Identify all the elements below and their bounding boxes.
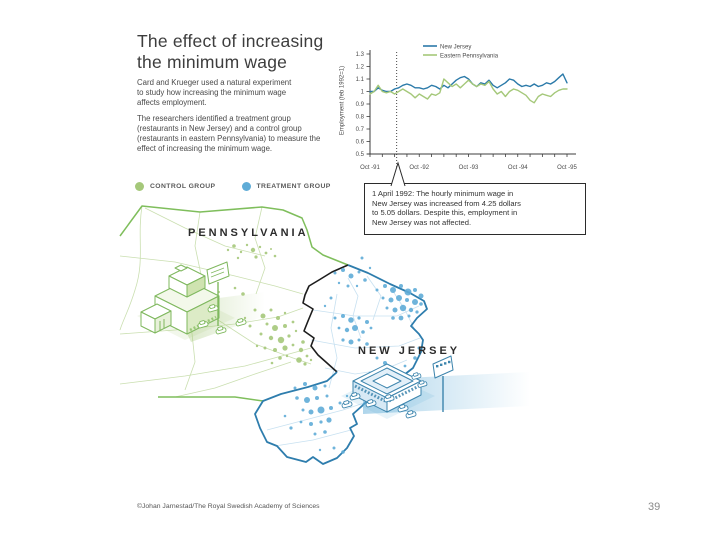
svg-text:0.8: 0.8	[356, 115, 365, 121]
method-paragraph: The researchers identified a treatment g…	[137, 114, 321, 153]
svg-text:0.5: 0.5	[356, 152, 365, 158]
svg-text:Eastern Pennsylvania: Eastern Pennsylvania	[440, 54, 499, 60]
svg-text:Oct -91: Oct -91	[360, 165, 380, 171]
image-credit: ©Johan Jarnestad/The Royal Swedish Acade…	[137, 503, 320, 510]
group-legend: CONTROL GROUP TREATMENT GROUP	[135, 182, 357, 191]
control-restaurant-building	[137, 264, 235, 340]
map-svg: PENNSYLVANIA NEW JERSEY	[119, 205, 530, 465]
treatment-group-dot-icon	[241, 182, 251, 191]
treatment-group-label: TREATMENT GROUP	[256, 183, 331, 190]
control-group-dot-icon	[135, 182, 144, 191]
pa-nj-map: PENNSYLVANIA NEW JERSEY	[115, 198, 565, 478]
new-jersey-coast-border	[254, 264, 428, 465]
svg-text:Oct -92: Oct -92	[409, 165, 429, 171]
svg-text:1.1: 1.1	[356, 77, 365, 83]
annotation-box: 1 April 1992: The hourly minimum wage in…	[364, 183, 586, 235]
page-title: The effect of increasing the minimum wag…	[137, 31, 323, 73]
svg-text:1: 1	[361, 90, 365, 96]
annotation-callout-pointer	[390, 161, 406, 187]
control-group-label: CONTROL GROUP	[150, 183, 216, 190]
employment-line-chart: 0.5 0.6 0.7 0.8 0.9 1 1.1 1.2 1.3 Oct -91 Oct -92 O…	[336, 40, 596, 172]
new-jersey-label: NEW JERSEY	[358, 345, 460, 357]
svg-text:New Jersey: New Jersey	[440, 45, 471, 51]
pennsylvania-label: PENNSYLVANIA	[188, 227, 309, 239]
page-number: 39	[648, 501, 661, 513]
treatment-restaurant-sign	[432, 355, 454, 412]
pa-nj-river-border	[302, 264, 349, 373]
title-line-2: the minimum wage	[137, 52, 288, 72]
svg-text:Oct -95: Oct -95	[557, 165, 577, 171]
svg-text:Oct -93: Oct -93	[459, 165, 479, 171]
pennsylvania-south-border	[158, 396, 264, 402]
svg-text:Oct -94: Oct -94	[508, 165, 528, 171]
new-jersey-roads	[266, 275, 421, 447]
control-group-legend-item: CONTROL GROUP	[135, 182, 216, 191]
pennsylvania-north-border	[119, 205, 349, 266]
svg-text:0.6: 0.6	[356, 140, 365, 146]
svg-text:1.3: 1.3	[356, 52, 365, 58]
svg-text:0.9: 0.9	[356, 102, 365, 108]
treatment-group-legend-item: TREATMENT GROUP	[241, 182, 331, 191]
title-line-1: The effect of increasing	[137, 31, 324, 51]
treatment-restaurant-dots	[283, 256, 424, 454]
intro-paragraph: Card and Krueger used a natural experime…	[137, 78, 292, 107]
chart-svg: 0.5 0.6 0.7 0.8 0.9 1 1.1 1.2 1.3 Oct -91 Oct -92 O…	[356, 45, 578, 172]
control-restaurant-sign	[206, 261, 230, 326]
svg-text:1.2: 1.2	[356, 65, 365, 71]
svg-text:0.7: 0.7	[356, 127, 365, 133]
